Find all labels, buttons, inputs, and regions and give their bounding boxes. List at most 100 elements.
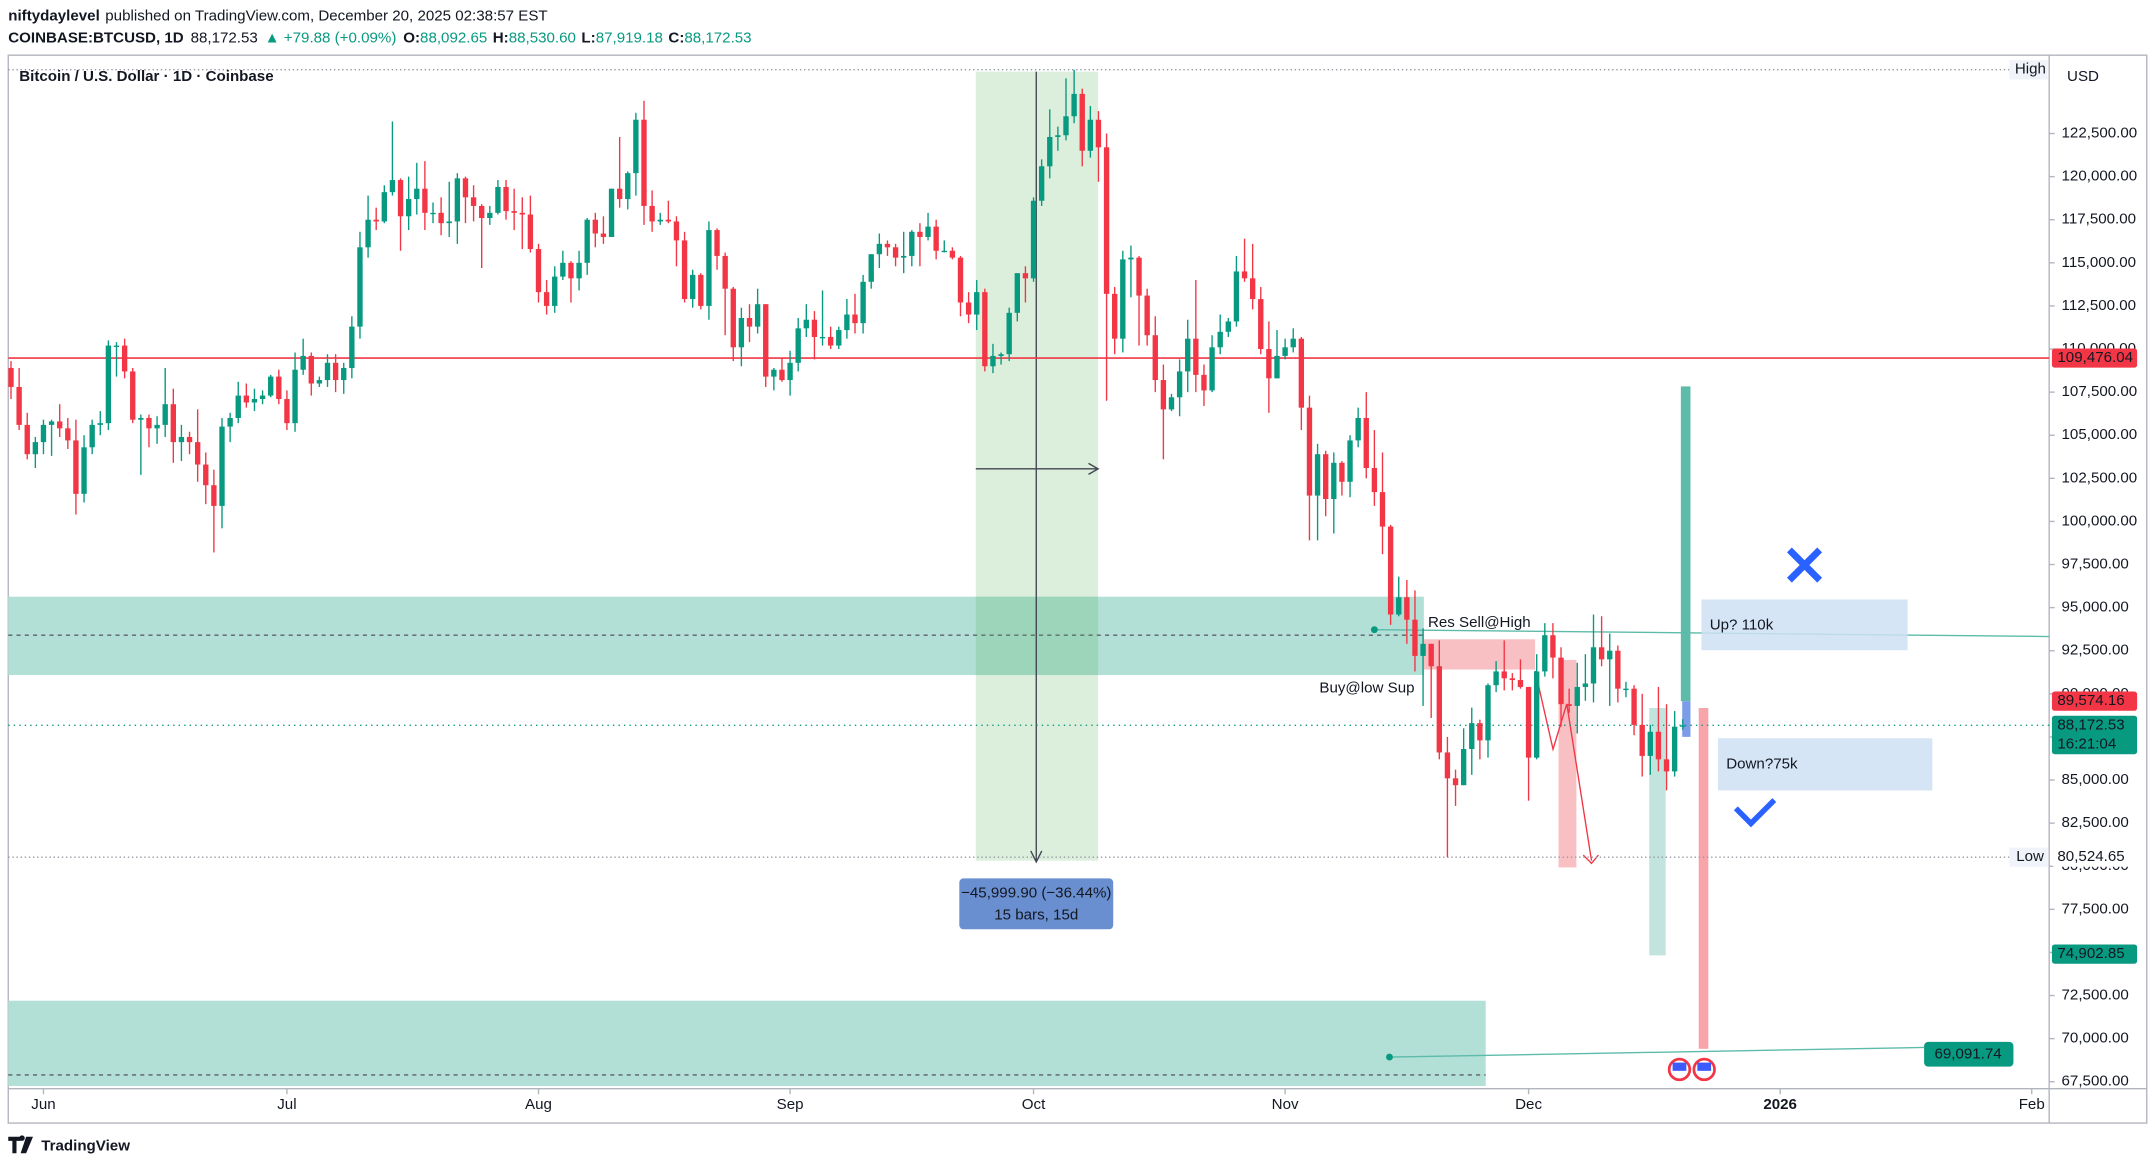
candle-body (1331, 462, 1337, 500)
candle-body (1444, 752, 1451, 779)
candle-body (365, 219, 371, 248)
candle-body (1282, 347, 1288, 356)
candle-body (89, 424, 95, 448)
candle-body (1371, 467, 1378, 493)
candle-body (568, 262, 574, 279)
candle-body (1590, 647, 1597, 684)
price-label-timer: 16:21:04 (2057, 736, 2116, 753)
candle-body (1598, 647, 1605, 660)
candle-body (998, 354, 1004, 356)
candle-body (779, 369, 785, 381)
candle-body (1323, 454, 1329, 500)
candle-body (1663, 759, 1670, 772)
candle-body (178, 436, 185, 443)
price-label-bg (2051, 691, 2138, 711)
measure-box (959, 878, 1114, 930)
candle-body (1387, 526, 1394, 615)
candle-body (138, 417, 144, 420)
candle-body (1071, 93, 1077, 117)
candle-body (1404, 597, 1410, 620)
candle-body (154, 424, 160, 429)
candle-body (1030, 200, 1037, 279)
candle-body (884, 243, 891, 248)
candle-body (1160, 380, 1167, 410)
candle-body (1566, 704, 1572, 706)
candle-body (1022, 273, 1029, 279)
candle-body (1233, 271, 1240, 322)
candle-body (527, 214, 534, 250)
candle-body (746, 317, 753, 327)
projection-down (1649, 708, 1666, 956)
candle-body (487, 212, 493, 219)
candle-body (1493, 671, 1499, 686)
check-mark (1733, 798, 1777, 828)
x-tick-label: Jul (277, 1096, 296, 1113)
candle-body (657, 219, 663, 222)
price-label: 88,172.53 (2057, 716, 2124, 733)
measure-bars: 15 bars, 15d (994, 907, 1078, 924)
candle-body (1290, 338, 1296, 348)
candle-body (1607, 650, 1613, 660)
candle-body (332, 362, 339, 381)
candle-body (1314, 454, 1321, 496)
candle-body (284, 399, 290, 424)
y-tick-label: 85,000.00 (2062, 771, 2129, 788)
candle-body (308, 355, 314, 384)
candle-body (925, 226, 931, 237)
plot: 67,500.0070,000.0072,500.0075,000.0077,5… (8, 60, 2137, 1113)
red-path (1534, 670, 1593, 861)
candle-body (121, 345, 128, 372)
flag-icon (1697, 1062, 1712, 1071)
candle-body (1112, 293, 1118, 339)
trend-anchor (1370, 626, 1378, 634)
candle-body (1355, 417, 1361, 441)
candle-body (1574, 686, 1580, 706)
symbol: COINBASE:BTCUSD, 1D (8, 30, 184, 47)
candle-body (1477, 723, 1483, 741)
candle-body (941, 250, 947, 253)
candle-body (40, 424, 47, 443)
measure-label: −45,999.90 (−36.44%) (961, 885, 1111, 902)
candle-body (65, 428, 71, 441)
candle-body (1201, 374, 1207, 391)
candle-body (235, 395, 241, 418)
high-tag: High (2015, 61, 2046, 78)
candle-body (795, 328, 801, 363)
x-tick-label: Nov (1272, 1096, 1299, 1113)
candle-body (844, 314, 850, 331)
target-line (1389, 1046, 1925, 1058)
candle-body (1339, 462, 1345, 482)
candle-body (1671, 726, 1678, 772)
x-tick-label: 2026 (1763, 1096, 1797, 1113)
candle-body (1103, 147, 1110, 294)
candle-body (965, 302, 972, 315)
y-tick-label: 107,500.00 (2062, 383, 2138, 400)
candle-body (1396, 597, 1402, 615)
candle-body (462, 178, 469, 198)
candle-body (1639, 724, 1645, 756)
candle-body (665, 219, 672, 222)
candle-body (754, 304, 761, 327)
h-value: 88,530.60 (509, 30, 576, 47)
candle-body (292, 369, 298, 424)
x-tick-label: Aug (525, 1096, 552, 1113)
candle-body (414, 188, 420, 200)
candle-body (1363, 417, 1369, 468)
candle-body (1274, 355, 1280, 379)
h-label: H: (493, 30, 509, 47)
l-value: 87,919.18 (596, 30, 663, 47)
candle-body (397, 180, 404, 217)
candle-body (738, 317, 745, 348)
candle-body (543, 292, 550, 306)
y-tick-label: 105,000.00 (2062, 426, 2138, 443)
y-tick-label: 100,000.00 (2062, 512, 2138, 529)
candle-body (430, 212, 436, 215)
candle-body (24, 424, 30, 455)
brand-logo (8, 1135, 33, 1154)
candle-body (633, 119, 639, 174)
candle-body (162, 404, 168, 425)
candle-body (1412, 619, 1418, 656)
candle-body (48, 421, 55, 425)
